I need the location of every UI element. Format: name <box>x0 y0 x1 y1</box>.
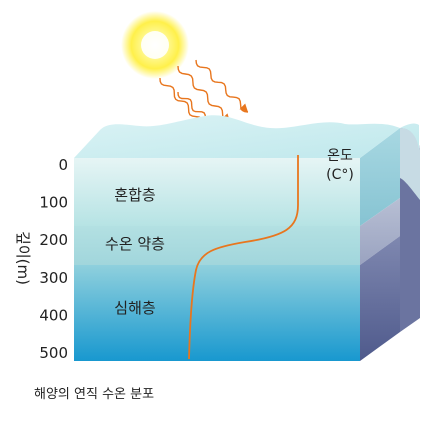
temperature-label-line1: 온도 <box>327 148 353 164</box>
figure-caption: 해양의 연직 수온 분포 <box>34 387 155 402</box>
depth-ticks: 0 100 200 300 400 500 <box>39 156 68 362</box>
layer-label-mixed: 혼합층 <box>114 186 155 204</box>
side-thermocline <box>360 198 400 265</box>
sun-ray-3 <box>195 59 249 113</box>
sun-core <box>141 31 169 59</box>
mixed-layer <box>74 158 360 226</box>
temperature-profile-line <box>188 155 299 360</box>
depth-tick-200: 200 <box>39 231 68 249</box>
side-mixed-layer <box>360 128 400 226</box>
layer-label-thermocline: 수온 약층 <box>105 235 165 253</box>
block-side <box>360 128 420 361</box>
sun-ray-arrowhead-3 <box>239 103 248 112</box>
depth-axis-label-text: 깊이(m) <box>14 231 32 285</box>
wave-curl <box>400 128 420 200</box>
sun-ray-2 <box>177 65 231 123</box>
water-surface <box>74 115 419 158</box>
side-deep-layer <box>360 236 400 361</box>
depth-axis-label: 깊이(m) <box>14 231 32 285</box>
depth-tick-300: 300 <box>39 269 68 287</box>
thermocline-layer <box>74 226 360 265</box>
depth-tick-500: 500 <box>39 344 68 362</box>
depth-tick-0: 0 <box>58 156 68 174</box>
sun <box>121 11 189 79</box>
depth-tick-400: 400 <box>39 306 68 324</box>
deep-layer <box>74 265 360 361</box>
depth-tick-100: 100 <box>39 194 68 212</box>
layer-label-deep: 심해층 <box>114 299 155 317</box>
temperature-label-line2: (C°) <box>326 167 354 183</box>
